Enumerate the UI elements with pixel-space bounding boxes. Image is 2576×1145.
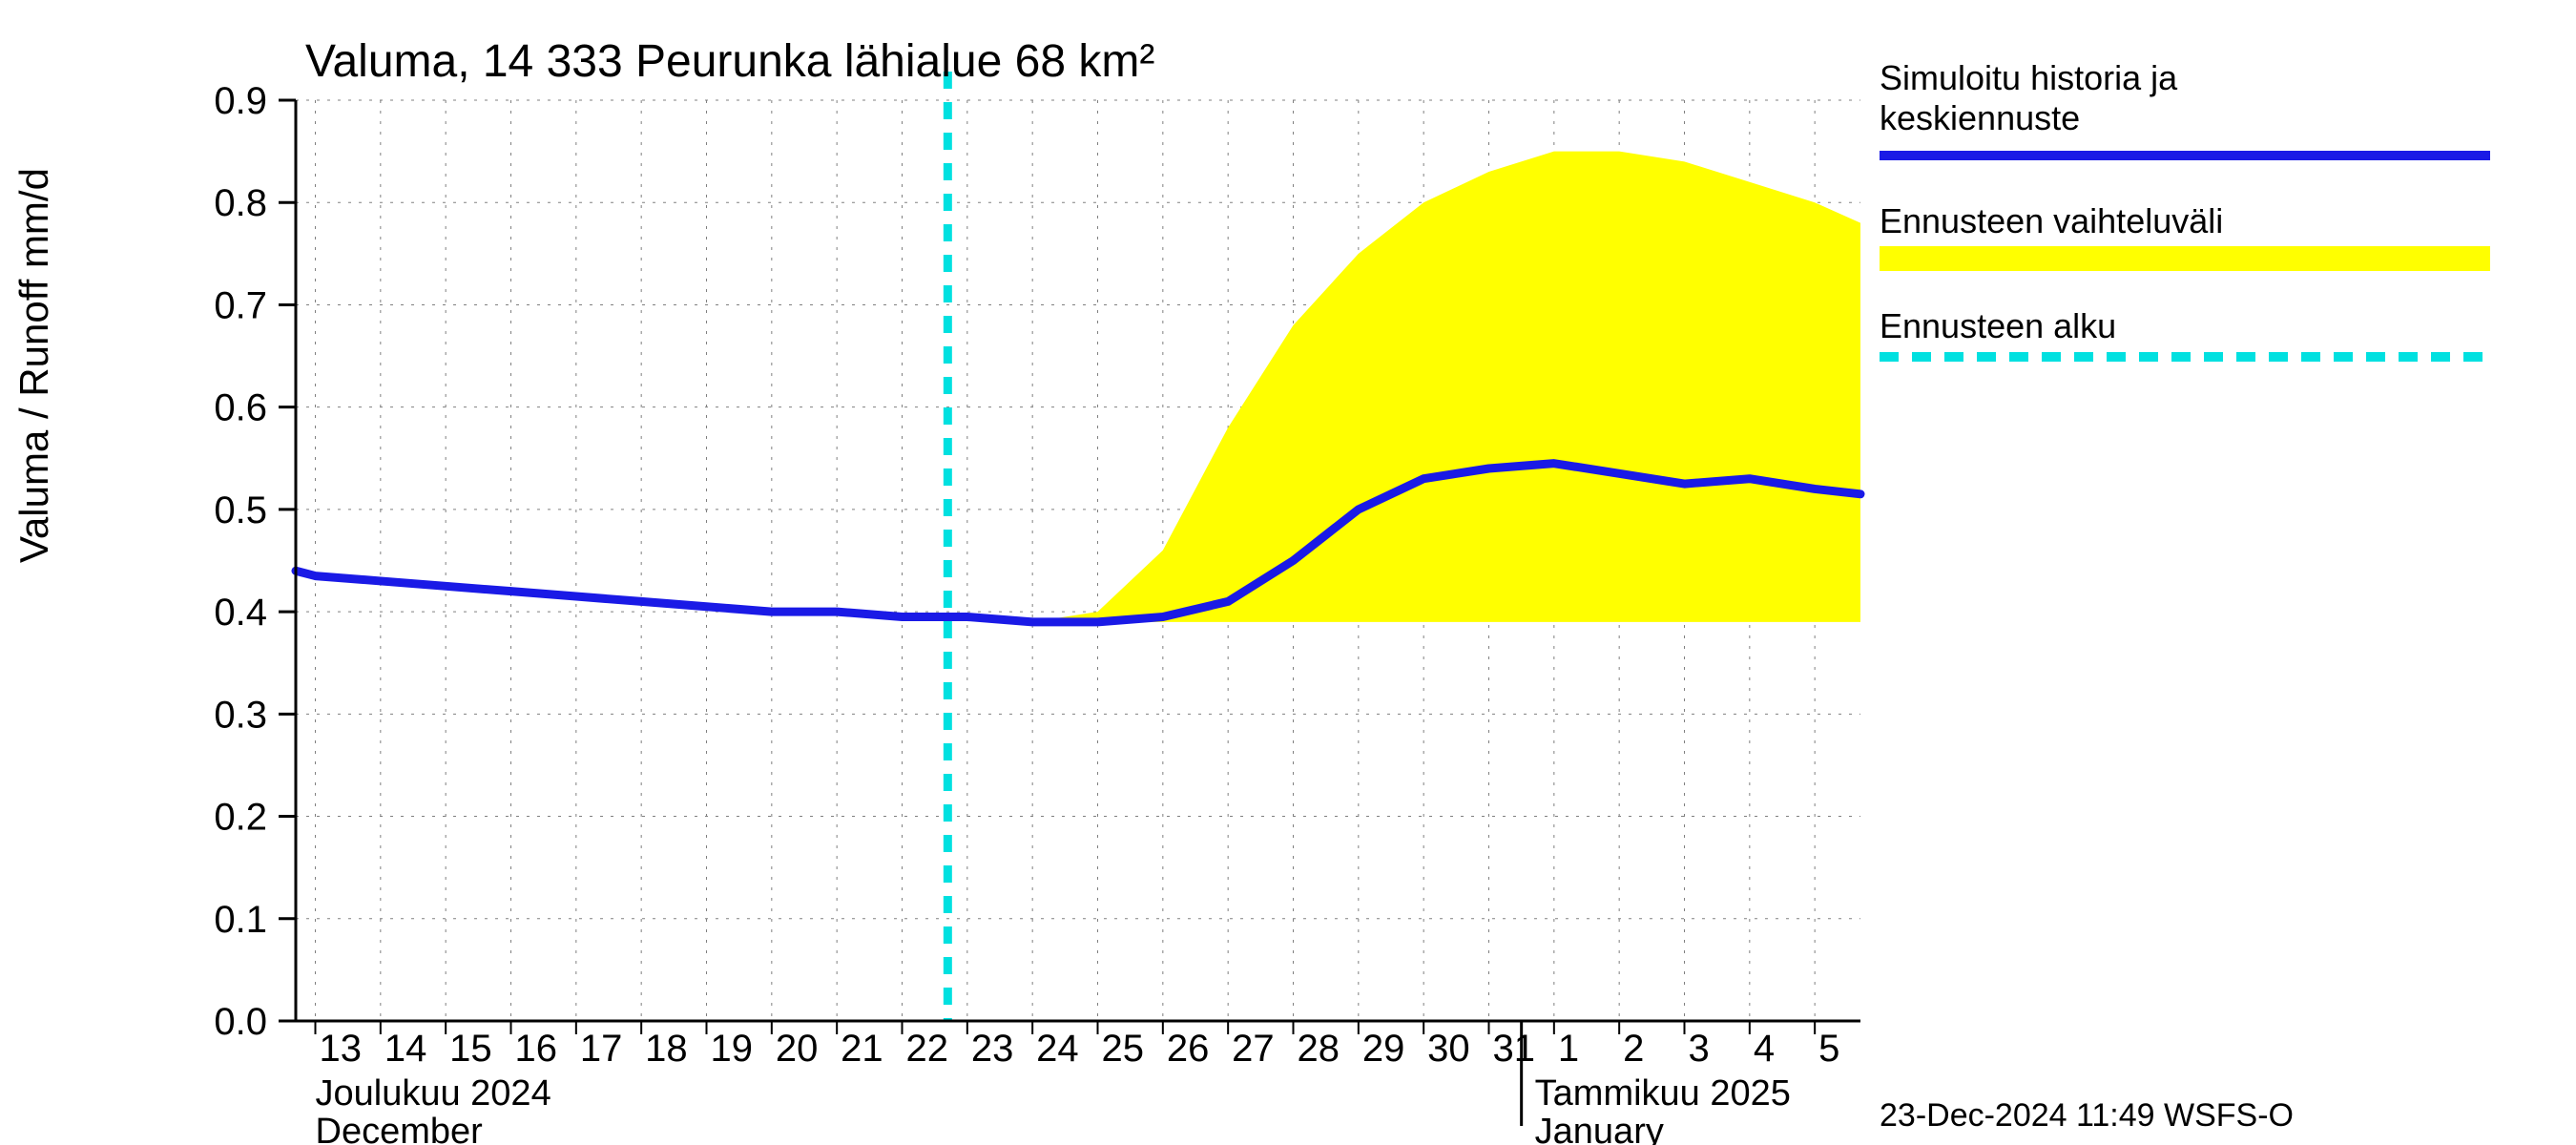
xtick-label: 28: [1298, 1028, 1340, 1070]
xtick-label: 31: [1493, 1028, 1536, 1070]
xtick-label: 5: [1818, 1028, 1839, 1070]
ytick-label: 0.6: [214, 387, 267, 429]
ytick-label: 0.8: [214, 182, 267, 224]
xtick-label: 15: [449, 1028, 491, 1070]
xtick-label: 29: [1362, 1028, 1405, 1070]
xtick-label: 21: [841, 1028, 883, 1070]
xtick-label: 14: [384, 1028, 427, 1070]
xtick-label: 13: [320, 1028, 363, 1070]
xtick-label: 1: [1558, 1028, 1579, 1070]
xtick-label: 30: [1427, 1028, 1470, 1070]
ytick-label: 0.0: [214, 1001, 267, 1043]
ytick-label: 0.2: [214, 797, 267, 839]
xtick-label: 24: [1036, 1028, 1079, 1070]
ytick-label: 0.1: [214, 899, 267, 941]
xtick-label: 26: [1167, 1028, 1210, 1070]
xtick-label: 25: [1102, 1028, 1145, 1070]
xtick-label: 3: [1689, 1028, 1710, 1070]
xtick-label: 2: [1623, 1028, 1644, 1070]
xtick-label: 19: [711, 1028, 754, 1070]
chart-title: Valuma, 14 333 Peurunka lähialue 68 km²: [305, 36, 1154, 87]
month1-fi: Joulukuu 2024: [316, 1073, 551, 1114]
xtick-label: 4: [1754, 1028, 1775, 1070]
legend-label: Ennusteen alku: [1880, 306, 2116, 345]
month2-en: January: [1535, 1112, 1664, 1145]
y-axis-label: Valuma / Runoff mm/d: [11, 168, 56, 563]
xtick-label: 18: [645, 1028, 688, 1070]
xtick-label: 20: [776, 1028, 819, 1070]
xtick-label: 27: [1232, 1028, 1275, 1070]
legend-label: keskiennuste: [1880, 98, 2080, 137]
month1-en: December: [316, 1112, 484, 1145]
ytick-label: 0.9: [214, 80, 267, 122]
month2-fi: Tammikuu 2025: [1535, 1073, 1791, 1114]
runoff-chart: 0.00.10.20.30.40.50.60.70.80.91314151617…: [0, 0, 2576, 1145]
ytick-label: 0.4: [214, 592, 267, 634]
xtick-label: 16: [515, 1028, 558, 1070]
legend-swatch-fill: [1880, 246, 2490, 271]
xtick-label: 17: [580, 1028, 623, 1070]
xtick-label: 22: [906, 1028, 949, 1070]
chart-svg: 0.00.10.20.30.40.50.60.70.80.91314151617…: [0, 0, 2576, 1145]
legend-label: Simuloitu historia ja: [1880, 58, 2178, 97]
ytick-label: 0.5: [214, 489, 267, 531]
xtick-label: 23: [971, 1028, 1013, 1070]
ytick-label: 0.3: [214, 694, 267, 736]
ytick-label: 0.7: [214, 284, 267, 326]
chart-footer: 23-Dec-2024 11:49 WSFS-O: [1880, 1097, 2294, 1134]
legend-label: Ennusteen vaihteluväli: [1880, 201, 2223, 240]
